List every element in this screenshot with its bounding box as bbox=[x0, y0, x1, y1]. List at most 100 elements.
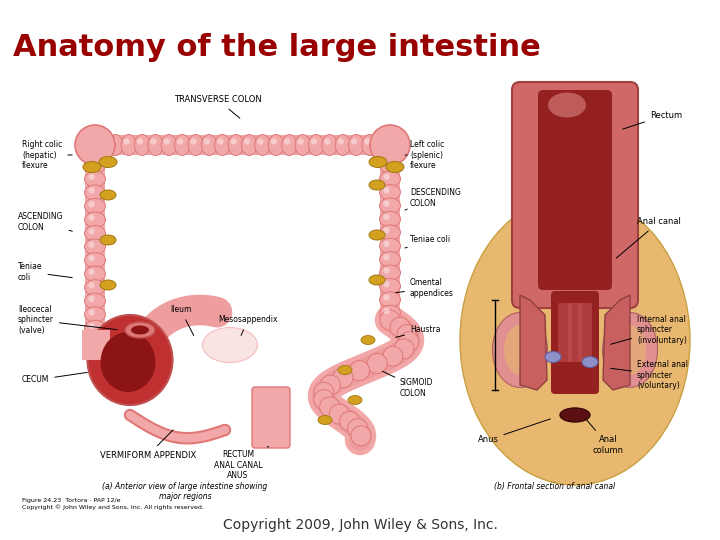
Ellipse shape bbox=[369, 157, 387, 167]
Text: Teniae coli: Teniae coli bbox=[405, 235, 450, 248]
Ellipse shape bbox=[340, 411, 359, 431]
Ellipse shape bbox=[333, 368, 353, 388]
Ellipse shape bbox=[582, 356, 598, 368]
Ellipse shape bbox=[230, 138, 237, 145]
Ellipse shape bbox=[135, 134, 150, 156]
FancyBboxPatch shape bbox=[551, 291, 599, 394]
Ellipse shape bbox=[282, 134, 297, 156]
Ellipse shape bbox=[380, 310, 400, 330]
Ellipse shape bbox=[89, 174, 94, 180]
Ellipse shape bbox=[96, 138, 103, 145]
Ellipse shape bbox=[94, 134, 109, 156]
Ellipse shape bbox=[379, 211, 400, 227]
Ellipse shape bbox=[255, 134, 270, 156]
Ellipse shape bbox=[324, 138, 330, 145]
Ellipse shape bbox=[89, 228, 94, 234]
Ellipse shape bbox=[318, 415, 332, 424]
Ellipse shape bbox=[84, 199, 106, 214]
Ellipse shape bbox=[202, 134, 217, 156]
Ellipse shape bbox=[383, 346, 403, 366]
Ellipse shape bbox=[348, 395, 362, 404]
Text: (b) Frontal section of anal canal: (b) Frontal section of anal canal bbox=[495, 482, 616, 491]
Ellipse shape bbox=[228, 134, 243, 156]
Ellipse shape bbox=[89, 268, 94, 275]
Ellipse shape bbox=[311, 138, 317, 145]
Ellipse shape bbox=[217, 138, 223, 145]
Ellipse shape bbox=[379, 305, 400, 321]
Ellipse shape bbox=[386, 161, 404, 172]
Ellipse shape bbox=[84, 307, 106, 322]
Ellipse shape bbox=[84, 293, 106, 309]
Ellipse shape bbox=[269, 134, 284, 156]
Ellipse shape bbox=[614, 325, 646, 375]
Ellipse shape bbox=[84, 158, 106, 173]
Ellipse shape bbox=[383, 227, 390, 233]
Ellipse shape bbox=[369, 275, 385, 285]
Ellipse shape bbox=[383, 254, 390, 260]
Ellipse shape bbox=[329, 404, 349, 424]
Ellipse shape bbox=[383, 200, 390, 207]
Ellipse shape bbox=[348, 134, 364, 156]
Text: Rectum: Rectum bbox=[623, 111, 682, 129]
Ellipse shape bbox=[378, 138, 384, 145]
Ellipse shape bbox=[174, 134, 190, 156]
Bar bbox=[85, 145, 105, 335]
Ellipse shape bbox=[338, 366, 352, 375]
Ellipse shape bbox=[320, 375, 341, 395]
Ellipse shape bbox=[84, 171, 106, 187]
Ellipse shape bbox=[84, 266, 106, 281]
Text: TRANSVERSE COLON: TRANSVERSE COLON bbox=[174, 96, 262, 118]
Ellipse shape bbox=[89, 214, 94, 221]
Ellipse shape bbox=[379, 252, 400, 267]
Ellipse shape bbox=[349, 361, 369, 381]
Ellipse shape bbox=[89, 309, 94, 315]
Ellipse shape bbox=[75, 125, 115, 165]
Text: RECTUM
ANAL CANAL
ANUS: RECTUM ANAL CANAL ANUS bbox=[214, 447, 269, 480]
Ellipse shape bbox=[367, 353, 387, 374]
FancyBboxPatch shape bbox=[568, 303, 582, 362]
Text: ASCENDING
COLON: ASCENDING COLON bbox=[18, 212, 72, 232]
Ellipse shape bbox=[188, 134, 203, 156]
Ellipse shape bbox=[88, 315, 173, 405]
Ellipse shape bbox=[257, 138, 264, 145]
Ellipse shape bbox=[297, 138, 304, 145]
Text: Ileum: Ileum bbox=[170, 306, 194, 335]
Ellipse shape bbox=[89, 296, 94, 302]
Ellipse shape bbox=[84, 320, 106, 336]
Ellipse shape bbox=[383, 241, 390, 247]
Ellipse shape bbox=[284, 138, 290, 145]
Ellipse shape bbox=[84, 212, 106, 227]
Text: Ileocecal
sphincter
(valve): Ileocecal sphincter (valve) bbox=[18, 305, 117, 335]
Ellipse shape bbox=[379, 171, 400, 186]
Ellipse shape bbox=[100, 280, 116, 290]
Text: Haustra: Haustra bbox=[396, 326, 441, 338]
Ellipse shape bbox=[101, 332, 156, 392]
Ellipse shape bbox=[351, 138, 357, 145]
Text: Anal
column: Anal column bbox=[587, 420, 624, 455]
Ellipse shape bbox=[110, 138, 117, 145]
Ellipse shape bbox=[190, 138, 197, 145]
Ellipse shape bbox=[504, 325, 536, 375]
Text: Anus: Anus bbox=[477, 419, 550, 444]
Ellipse shape bbox=[84, 239, 106, 254]
Ellipse shape bbox=[383, 294, 390, 301]
Ellipse shape bbox=[84, 253, 106, 268]
Ellipse shape bbox=[370, 125, 410, 165]
Ellipse shape bbox=[131, 326, 149, 334]
Ellipse shape bbox=[89, 255, 94, 261]
FancyBboxPatch shape bbox=[252, 387, 290, 448]
Text: Copyright 2009, John Wiley & Sons, Inc.: Copyright 2009, John Wiley & Sons, Inc. bbox=[222, 518, 498, 532]
Ellipse shape bbox=[137, 138, 143, 145]
Ellipse shape bbox=[548, 92, 586, 118]
Ellipse shape bbox=[379, 185, 400, 200]
Ellipse shape bbox=[362, 134, 377, 156]
Ellipse shape bbox=[241, 134, 257, 156]
Ellipse shape bbox=[351, 426, 371, 446]
Ellipse shape bbox=[84, 280, 106, 295]
Ellipse shape bbox=[379, 198, 400, 213]
Ellipse shape bbox=[383, 267, 390, 274]
Ellipse shape bbox=[150, 138, 156, 145]
Ellipse shape bbox=[89, 241, 94, 248]
Ellipse shape bbox=[322, 134, 337, 156]
Ellipse shape bbox=[383, 187, 390, 193]
